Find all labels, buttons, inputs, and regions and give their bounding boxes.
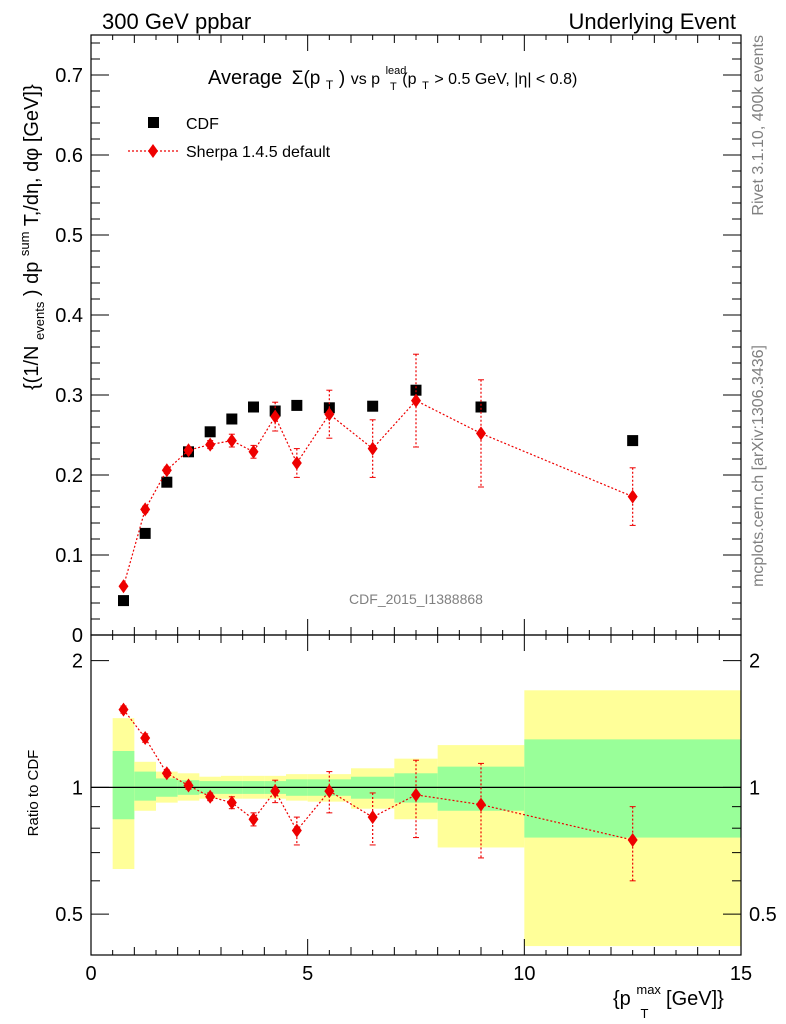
y-tick-label: 0.2: [55, 465, 83, 487]
axis-ticks: 0 5 10 15 0 0.1 0.2 0.3 0.4 0.5 0.6 0.7 0.5 0.5 1 1 2 2: [55, 35, 777, 985]
ratio-mc-line: [123, 709, 633, 841]
ratio-tick-label-right: 1: [749, 777, 760, 799]
ylabel-main: {(1/N events ) dp sum T,/dη, dφ [GeV]}: [12, 84, 49, 390]
ratio-point: [367, 810, 378, 825]
data-point: [367, 400, 379, 412]
ratio-tick-label: 0.5: [55, 904, 83, 926]
mc-point: [270, 409, 281, 424]
mc-point: [476, 426, 486, 441]
mc-point: [324, 407, 335, 422]
ratio-bands: [91, 690, 741, 947]
data-point: [139, 527, 151, 539]
mc-point: [205, 437, 216, 452]
xlabel: {p max T [GeV]}: [613, 977, 724, 1023]
ratio-tick-label-right: 0.5: [749, 904, 777, 926]
mc-point: [248, 444, 259, 459]
ratio-point: [161, 766, 172, 781]
ratio-point: [205, 789, 216, 804]
mc-point: [367, 441, 378, 456]
ratio-tick-label: 2: [72, 651, 83, 673]
data-point: [161, 476, 173, 488]
ratio-point: [248, 812, 259, 827]
ratio-point: [140, 730, 151, 745]
x-tick-label: 0: [85, 963, 96, 985]
ratio-point: [627, 833, 638, 848]
header-left-title: 300 GeV ppbar: [102, 9, 251, 34]
ratio-tick-label: 1: [72, 777, 83, 799]
mc-point: [183, 443, 194, 458]
ratio-tick-label-right: 2: [749, 651, 760, 673]
mc-point: [118, 579, 129, 594]
ratio-point: [411, 787, 421, 802]
legend: CDF Sherpa 1.4.5 default: [128, 116, 331, 161]
data-point: [118, 595, 129, 607]
mc-point: [226, 433, 237, 448]
header-right-title: Underlying Event: [568, 9, 736, 34]
legend-data-label: CDF: [186, 116, 219, 133]
y-tick-label: 0.1: [55, 545, 83, 567]
y-tick-label: 0.4: [55, 305, 83, 327]
legend-mc-label: Sherpa 1.4.5 default: [186, 144, 331, 161]
ratio-band-inner: [112, 750, 135, 820]
ratio-band-inner: [524, 739, 741, 838]
x-tick-label: 10: [513, 963, 535, 985]
x-tick-label: 15: [730, 963, 752, 985]
side-text-top: Rivet 3.1.10, 400k events: [750, 35, 767, 216]
mc-point: [140, 502, 151, 517]
ratio-point: [226, 795, 237, 810]
ratio-point: [324, 784, 335, 799]
watermark: CDF_2015_I1388868: [349, 591, 483, 607]
data-point: [204, 426, 216, 438]
mc-point: [161, 463, 172, 478]
y-tick-label: 0.5: [55, 225, 83, 247]
ratio-band-inner: [134, 771, 156, 801]
data-point: [291, 399, 303, 411]
data-point: [475, 401, 487, 413]
y-tick-label: 0.7: [55, 65, 83, 87]
data-point: [248, 401, 259, 413]
ratio-point: [183, 778, 194, 793]
ratio-point: [476, 797, 486, 812]
side-text-bottom: mcplots.cern.ch [arXiv:1306.3436]: [750, 345, 767, 587]
main-plot: [118, 353, 639, 607]
mc-point: [291, 456, 302, 470]
legend-data-marker: [148, 117, 159, 128]
ylabel-ratio: Ratio to CDF: [25, 750, 42, 837]
data-point: [226, 413, 238, 425]
ratio-point: [291, 823, 302, 838]
ratio-point: [118, 702, 129, 717]
y-tick-label: 0.3: [55, 385, 83, 407]
y-tick-label: 0: [72, 625, 83, 647]
ratio-point: [270, 784, 281, 799]
x-tick-label: 5: [302, 963, 313, 985]
plot-title: Average Σ(p T ) vs p lead T (p T > 0.5 G…: [208, 57, 577, 95]
legend-mc-marker: [148, 144, 158, 158]
mc-point: [411, 393, 421, 408]
y-tick-label: 0.6: [55, 145, 83, 167]
mc-point: [627, 489, 638, 504]
ratio-plot: [118, 702, 638, 882]
data-point: [627, 435, 639, 447]
mc-line: [122, 399, 633, 587]
